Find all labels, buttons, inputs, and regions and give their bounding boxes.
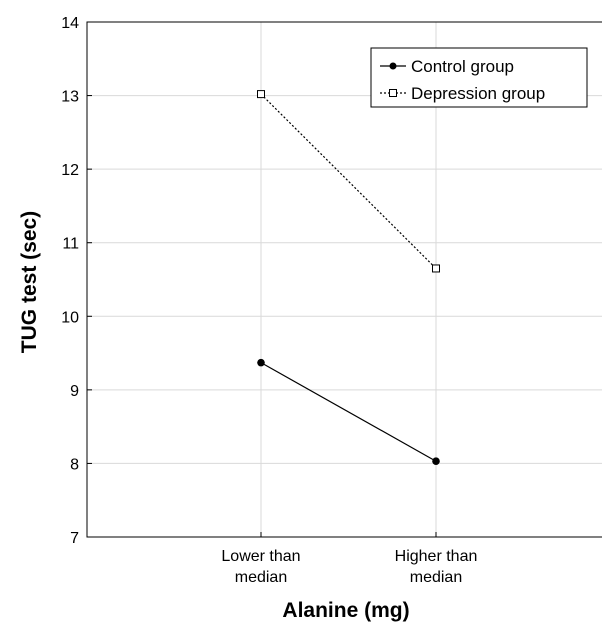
x-axis-title: Alanine (mg) <box>282 599 409 622</box>
legend-entry-control: Control group <box>380 57 514 76</box>
series-1-point-0 <box>257 90 265 99</box>
y-tick-label-9: 9 <box>70 383 79 400</box>
series-line-0 <box>260 362 437 462</box>
x-axis-ticks: Lower than median Higher than median <box>221 532 477 586</box>
x-tick-label-line-1-1: median <box>410 569 462 586</box>
y-tick-label-14: 14 <box>61 15 79 32</box>
y-axis-ticks: 7 8 9 10 11 12 13 14 <box>61 15 92 547</box>
x-tick-label-0: Lower than median <box>221 548 300 586</box>
series-1-point-1 <box>432 264 440 273</box>
y-axis-title: TUG test (sec) <box>18 211 41 353</box>
y-tick-label-11: 11 <box>62 236 79 253</box>
plot-frame <box>86 21 602 538</box>
y-tick-label-13: 13 <box>61 89 79 106</box>
x-tick-label-line-1-0: Higher than <box>395 548 478 565</box>
x-tick-label-line-0-1: median <box>235 569 287 586</box>
legend-label-depression: Depression group <box>411 84 545 103</box>
legend-label-control: Control group <box>411 57 514 76</box>
legend-box <box>370 47 588 108</box>
grid-lines <box>87 22 602 537</box>
series-0-point-0 <box>257 358 265 367</box>
y-tick-label-7: 7 <box>70 530 79 547</box>
series-line-1 <box>260 93 437 269</box>
legend-marker-depression <box>389 89 397 97</box>
x-tick-label-1: Higher than median <box>395 548 478 586</box>
legend-entry-depression: Depression group <box>380 84 545 103</box>
x-tick-label-line-0-0: Lower than <box>221 548 300 565</box>
y-tick-label-12: 12 <box>61 162 79 179</box>
series-0-point-1 <box>432 457 440 466</box>
legend-marker-control <box>389 62 397 70</box>
y-tick-label-8: 8 <box>70 456 79 473</box>
y-tick-label-10: 10 <box>61 309 79 326</box>
series-lines <box>257 90 440 466</box>
legend: Control group Depression group <box>370 47 588 108</box>
